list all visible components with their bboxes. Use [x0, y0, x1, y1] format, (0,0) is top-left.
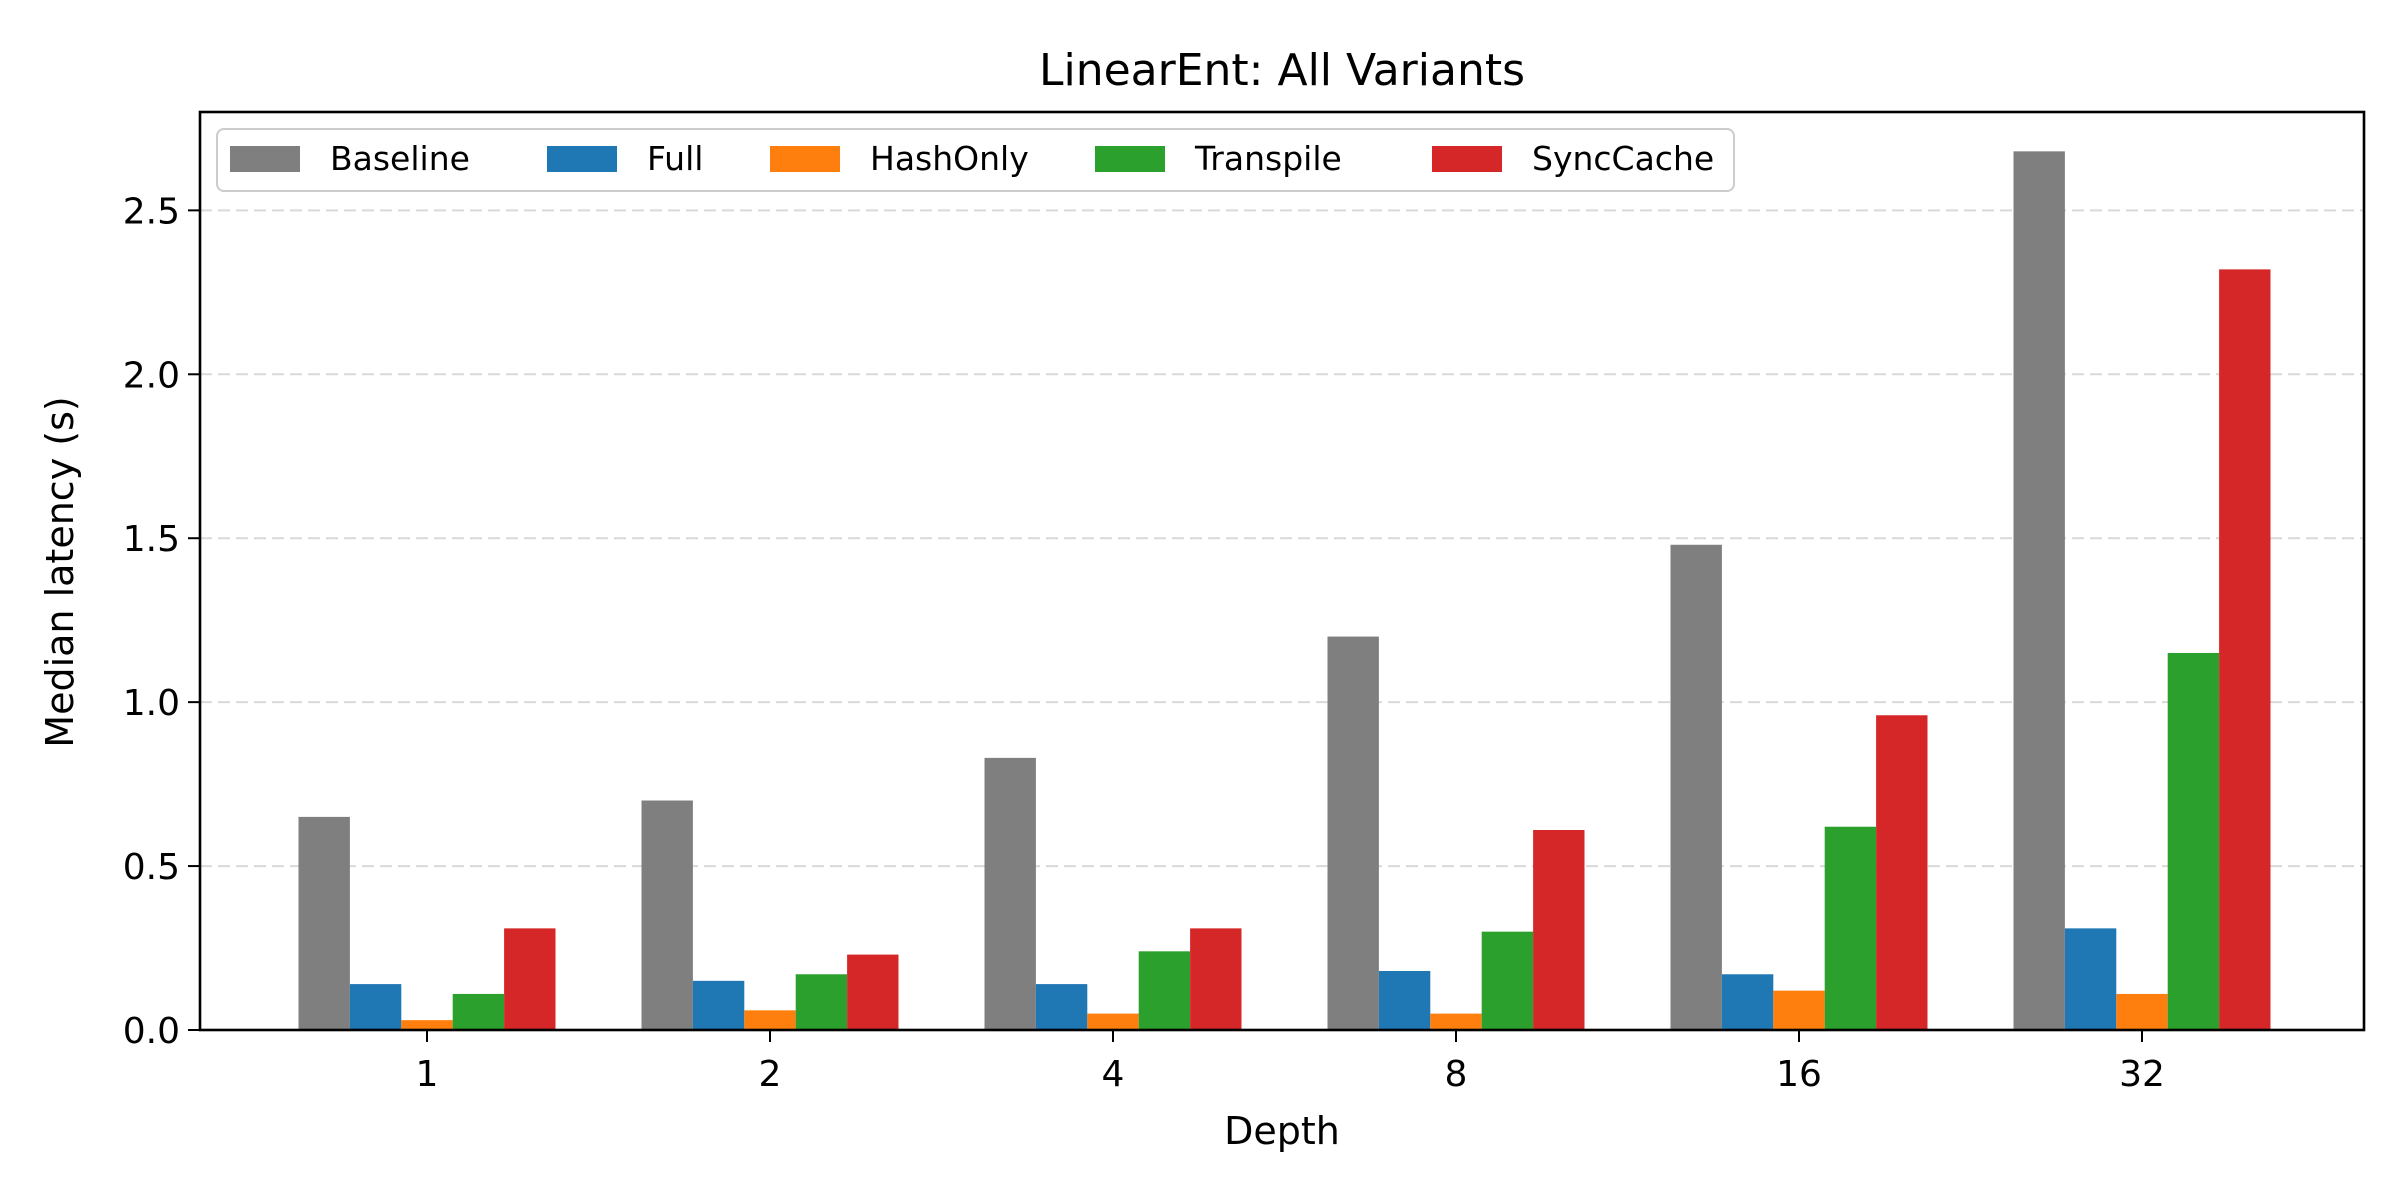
y-tick-label-1-5: 1.5	[123, 519, 180, 560]
bar-baseline-depth-32	[2013, 151, 2065, 1031]
bar-hashonly-depth-1	[401, 1020, 453, 1030]
bar-hashonly-depth-8	[1430, 1013, 1482, 1030]
chart-title: LinearEnt: All Variants	[1039, 45, 1525, 96]
bar-hashonly-depth-16	[1773, 990, 1825, 1030]
bar-synccache-depth-2	[847, 954, 899, 1030]
x-tick-label-32: 32	[2119, 1054, 2165, 1095]
bar-hashonly-depth-32	[2116, 993, 2168, 1030]
x-axis-label: Depth	[1224, 1109, 1340, 1153]
legend-swatch-full	[547, 146, 617, 172]
y-tick-label-2-5: 2.5	[123, 191, 180, 232]
bar-hashonly-depth-2	[744, 1010, 796, 1030]
y-tick-label-0-0: 0.0	[123, 1011, 180, 1052]
legend-label-baseline: Baseline	[330, 139, 470, 178]
bar-transpile-depth-8	[1481, 931, 1534, 1030]
bar-baseline-depth-2	[641, 800, 693, 1030]
x-tick-label-4: 4	[1102, 1054, 1125, 1095]
legend-label-hashonly: HashOnly	[870, 139, 1029, 178]
y-tick-label-1-0: 1.0	[123, 683, 180, 724]
legend-item-synccache: SyncCache	[1432, 139, 1714, 178]
bar-full-depth-8	[1378, 970, 1431, 1030]
bar-full-depth-32	[2064, 928, 2117, 1030]
x-tick-label-1: 1	[416, 1054, 439, 1095]
legend-item-hashonly: HashOnly	[770, 139, 1029, 178]
bar-hashonly-depth-4	[1087, 1013, 1139, 1030]
legend-item-baseline: Baseline	[230, 139, 470, 178]
legend-label-synccache: SyncCache	[1532, 139, 1714, 178]
x-tick-label-8: 8	[1445, 1054, 1468, 1095]
bar-synccache-depth-4	[1190, 928, 1242, 1030]
plot-frame	[198, 110, 2366, 1032]
legend-swatch-baseline	[230, 146, 300, 172]
bars-group	[298, 151, 2271, 1031]
bar-synccache-depth-32	[2219, 269, 2271, 1030]
bar-baseline-depth-1	[298, 816, 350, 1030]
y-tick-label-0-5: 0.5	[123, 847, 180, 888]
bar-transpile-depth-4	[1138, 951, 1191, 1030]
grid-lines	[200, 209, 2364, 868]
legend-swatch-transpile	[1095, 146, 1165, 172]
legend-item-full: Full	[547, 139, 703, 178]
bar-full-depth-1	[349, 984, 402, 1030]
x-tick-label-16: 16	[1776, 1054, 1822, 1095]
bar-transpile-depth-1	[452, 993, 505, 1030]
legend: Baseline Full HashOnly Transpile SyncCache	[216, 128, 1735, 192]
axes-group: 0.0 0.5 1.0 1.5 2.0 2.5 1 2 4 8 16 32	[123, 191, 2165, 1095]
bar-full-depth-16	[1721, 974, 1774, 1030]
bar-transpile-depth-2	[795, 974, 848, 1030]
legend-swatch-synccache	[1432, 146, 1502, 172]
bar-transpile-depth-32	[2167, 652, 2220, 1030]
y-axis-label: Median latency (s)	[38, 396, 82, 747]
x-tick-label-2: 2	[759, 1054, 782, 1095]
bar-synccache-depth-16	[1876, 715, 1928, 1030]
bar-baseline-depth-16	[1670, 544, 1722, 1030]
bar-full-depth-2	[692, 980, 745, 1030]
bar-full-depth-4	[1035, 984, 1088, 1030]
legend-label-transpile: Transpile	[1194, 139, 1342, 178]
bar-synccache-depth-1	[504, 928, 556, 1030]
bar-baseline-depth-8	[1327, 636, 1379, 1030]
legend-item-transpile: Transpile	[1095, 139, 1342, 178]
legend-box	[216, 128, 1735, 192]
legend-label-full: Full	[647, 139, 703, 178]
y-tick-label-2-0: 2.0	[123, 355, 180, 396]
bar-transpile-depth-16	[1824, 826, 1877, 1030]
legend-swatch-hashonly	[770, 146, 840, 172]
bar-baseline-depth-4	[984, 757, 1036, 1030]
bar-synccache-depth-8	[1533, 830, 1585, 1030]
